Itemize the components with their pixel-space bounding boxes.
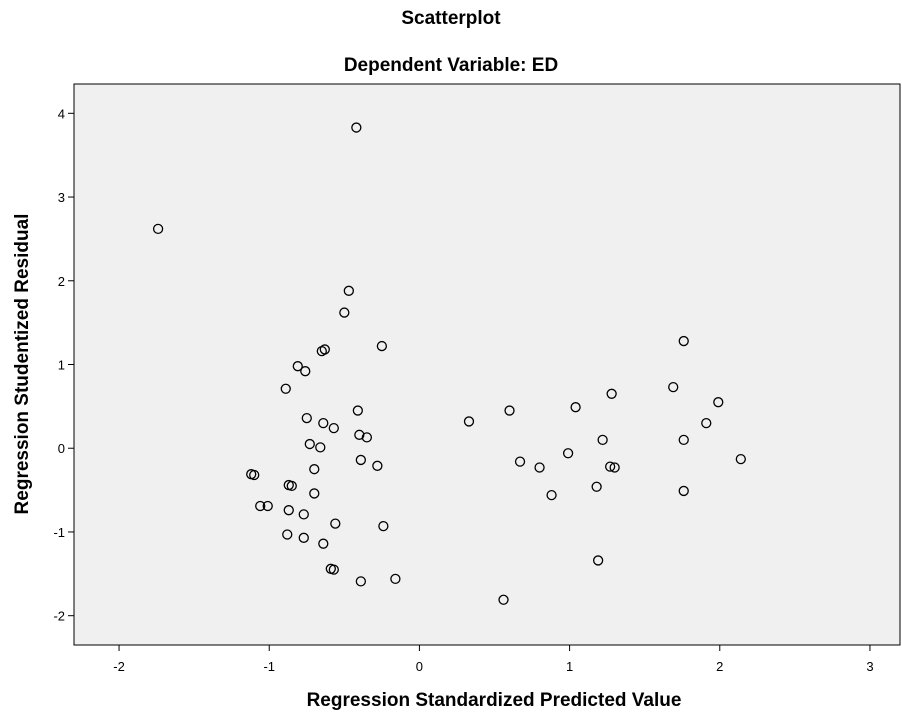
data-point xyxy=(504,405,515,416)
data-point xyxy=(609,462,620,473)
data-point xyxy=(351,122,362,133)
data-point xyxy=(678,434,689,446)
data-point xyxy=(713,397,724,408)
data-point xyxy=(298,532,309,543)
data-point xyxy=(498,594,509,605)
y-tick-label: 3 xyxy=(58,190,65,205)
data-point xyxy=(668,381,679,393)
data-point xyxy=(298,509,309,520)
data-point xyxy=(262,500,273,512)
data-point xyxy=(591,481,602,492)
data-point xyxy=(534,462,545,473)
data-point xyxy=(352,405,363,416)
data-point xyxy=(343,285,354,296)
data-point xyxy=(361,432,373,443)
chart-title: Scatterplot xyxy=(401,8,501,29)
data-point xyxy=(604,461,616,472)
data-point xyxy=(562,448,574,459)
data-point xyxy=(546,489,557,501)
data-point xyxy=(318,417,329,429)
y-axis-label: Regression Studentized Residual xyxy=(12,214,33,515)
data-point xyxy=(514,456,526,467)
data-point xyxy=(315,442,326,453)
data-point xyxy=(300,366,311,377)
data-point xyxy=(318,538,329,549)
x-tick-label: -2 xyxy=(113,659,125,674)
data-point xyxy=(570,402,581,413)
data-point xyxy=(328,422,339,434)
x-tick-label: 2 xyxy=(716,659,723,674)
x-axis: -2 -1 0 1 2 3 xyxy=(113,645,874,674)
data-point xyxy=(678,335,689,347)
data-point xyxy=(463,416,475,427)
data-point xyxy=(304,438,315,450)
chart-subtitle: Dependent Variable: ED xyxy=(343,55,559,76)
y-tick-label: -2 xyxy=(53,609,65,624)
data-point xyxy=(355,454,366,466)
data-point xyxy=(249,469,260,481)
x-tick-label: 1 xyxy=(566,659,573,674)
data-point xyxy=(597,434,608,446)
data-point xyxy=(282,529,293,540)
data-point xyxy=(339,307,350,318)
data-point xyxy=(606,388,617,399)
data-point xyxy=(678,485,689,497)
data-point xyxy=(390,573,401,585)
x-tick-label: 0 xyxy=(416,659,423,674)
y-axis: -2 -1 0 1 2 3 4 xyxy=(53,106,74,624)
data-point xyxy=(372,460,383,471)
data-point xyxy=(286,480,297,492)
y-tick-label: 0 xyxy=(58,441,65,456)
data-point xyxy=(592,555,604,566)
data-point xyxy=(309,488,320,499)
data-point xyxy=(701,417,712,429)
data-point xyxy=(355,576,366,587)
data-point xyxy=(319,344,330,355)
y-tick-label: -1 xyxy=(53,525,65,540)
data-point xyxy=(255,500,266,512)
data-point xyxy=(328,564,339,575)
x-axis-label: Regression Standardized Predicted Value xyxy=(307,690,682,711)
data-point xyxy=(735,453,746,465)
x-tick-label: 3 xyxy=(866,659,873,674)
y-tick-label: 1 xyxy=(58,358,65,373)
data-point xyxy=(301,412,312,424)
plot-area xyxy=(73,83,901,646)
data-point xyxy=(280,383,291,394)
y-tick-label: 2 xyxy=(58,274,65,289)
data-point xyxy=(354,429,365,440)
y-tick-label: 4 xyxy=(58,106,65,121)
data-point xyxy=(283,505,294,516)
data-point xyxy=(330,518,341,529)
x-tick-label: -1 xyxy=(263,659,275,674)
data-point xyxy=(292,361,303,372)
data-points xyxy=(152,122,746,605)
data-point xyxy=(378,520,389,532)
data-point xyxy=(309,464,320,475)
data-point xyxy=(152,223,164,235)
data-point xyxy=(376,340,388,352)
